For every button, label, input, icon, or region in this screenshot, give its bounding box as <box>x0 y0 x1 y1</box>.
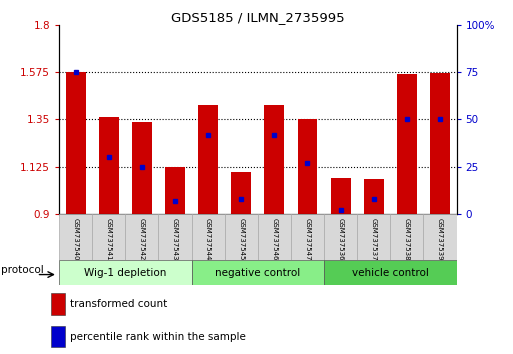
Bar <box>364 179 384 214</box>
Text: protocol: protocol <box>1 265 44 275</box>
Text: negative control: negative control <box>215 268 301 278</box>
Text: GSM737536: GSM737536 <box>338 218 344 261</box>
FancyBboxPatch shape <box>291 214 324 260</box>
FancyBboxPatch shape <box>191 260 324 285</box>
Bar <box>50 293 65 315</box>
Text: GSM737538: GSM737538 <box>404 218 410 261</box>
Bar <box>264 105 284 214</box>
Bar <box>430 73 450 214</box>
Bar <box>66 72 86 214</box>
FancyBboxPatch shape <box>324 260 457 285</box>
FancyBboxPatch shape <box>59 214 92 260</box>
Bar <box>50 326 65 347</box>
Text: GSM737542: GSM737542 <box>139 218 145 260</box>
Bar <box>397 74 417 214</box>
Title: GDS5185 / ILMN_2735995: GDS5185 / ILMN_2735995 <box>171 11 345 24</box>
Text: GSM737547: GSM737547 <box>305 218 310 260</box>
Text: GSM737543: GSM737543 <box>172 218 178 260</box>
Bar <box>98 118 119 214</box>
Text: Wig-1 depletion: Wig-1 depletion <box>84 268 166 278</box>
Text: GSM737537: GSM737537 <box>371 218 377 261</box>
Text: GSM737541: GSM737541 <box>106 218 112 260</box>
Text: GSM737545: GSM737545 <box>238 218 244 260</box>
FancyBboxPatch shape <box>191 214 225 260</box>
Text: percentile rank within the sample: percentile rank within the sample <box>70 331 246 342</box>
Text: vehicle control: vehicle control <box>352 268 429 278</box>
Bar <box>231 172 251 214</box>
Bar <box>331 178 350 214</box>
FancyBboxPatch shape <box>390 214 423 260</box>
Text: GSM737540: GSM737540 <box>72 218 78 260</box>
FancyBboxPatch shape <box>258 214 291 260</box>
Text: GSM737546: GSM737546 <box>271 218 278 260</box>
Text: transformed count: transformed count <box>70 299 167 309</box>
Bar <box>132 121 152 214</box>
Bar <box>298 119 318 214</box>
FancyBboxPatch shape <box>357 214 390 260</box>
FancyBboxPatch shape <box>159 214 191 260</box>
FancyBboxPatch shape <box>92 214 125 260</box>
Text: GSM737539: GSM737539 <box>437 218 443 261</box>
FancyBboxPatch shape <box>125 214 159 260</box>
Text: GSM737544: GSM737544 <box>205 218 211 260</box>
Bar <box>198 105 218 214</box>
Bar <box>165 167 185 214</box>
FancyBboxPatch shape <box>59 260 191 285</box>
FancyBboxPatch shape <box>324 214 357 260</box>
FancyBboxPatch shape <box>423 214 457 260</box>
FancyBboxPatch shape <box>225 214 258 260</box>
